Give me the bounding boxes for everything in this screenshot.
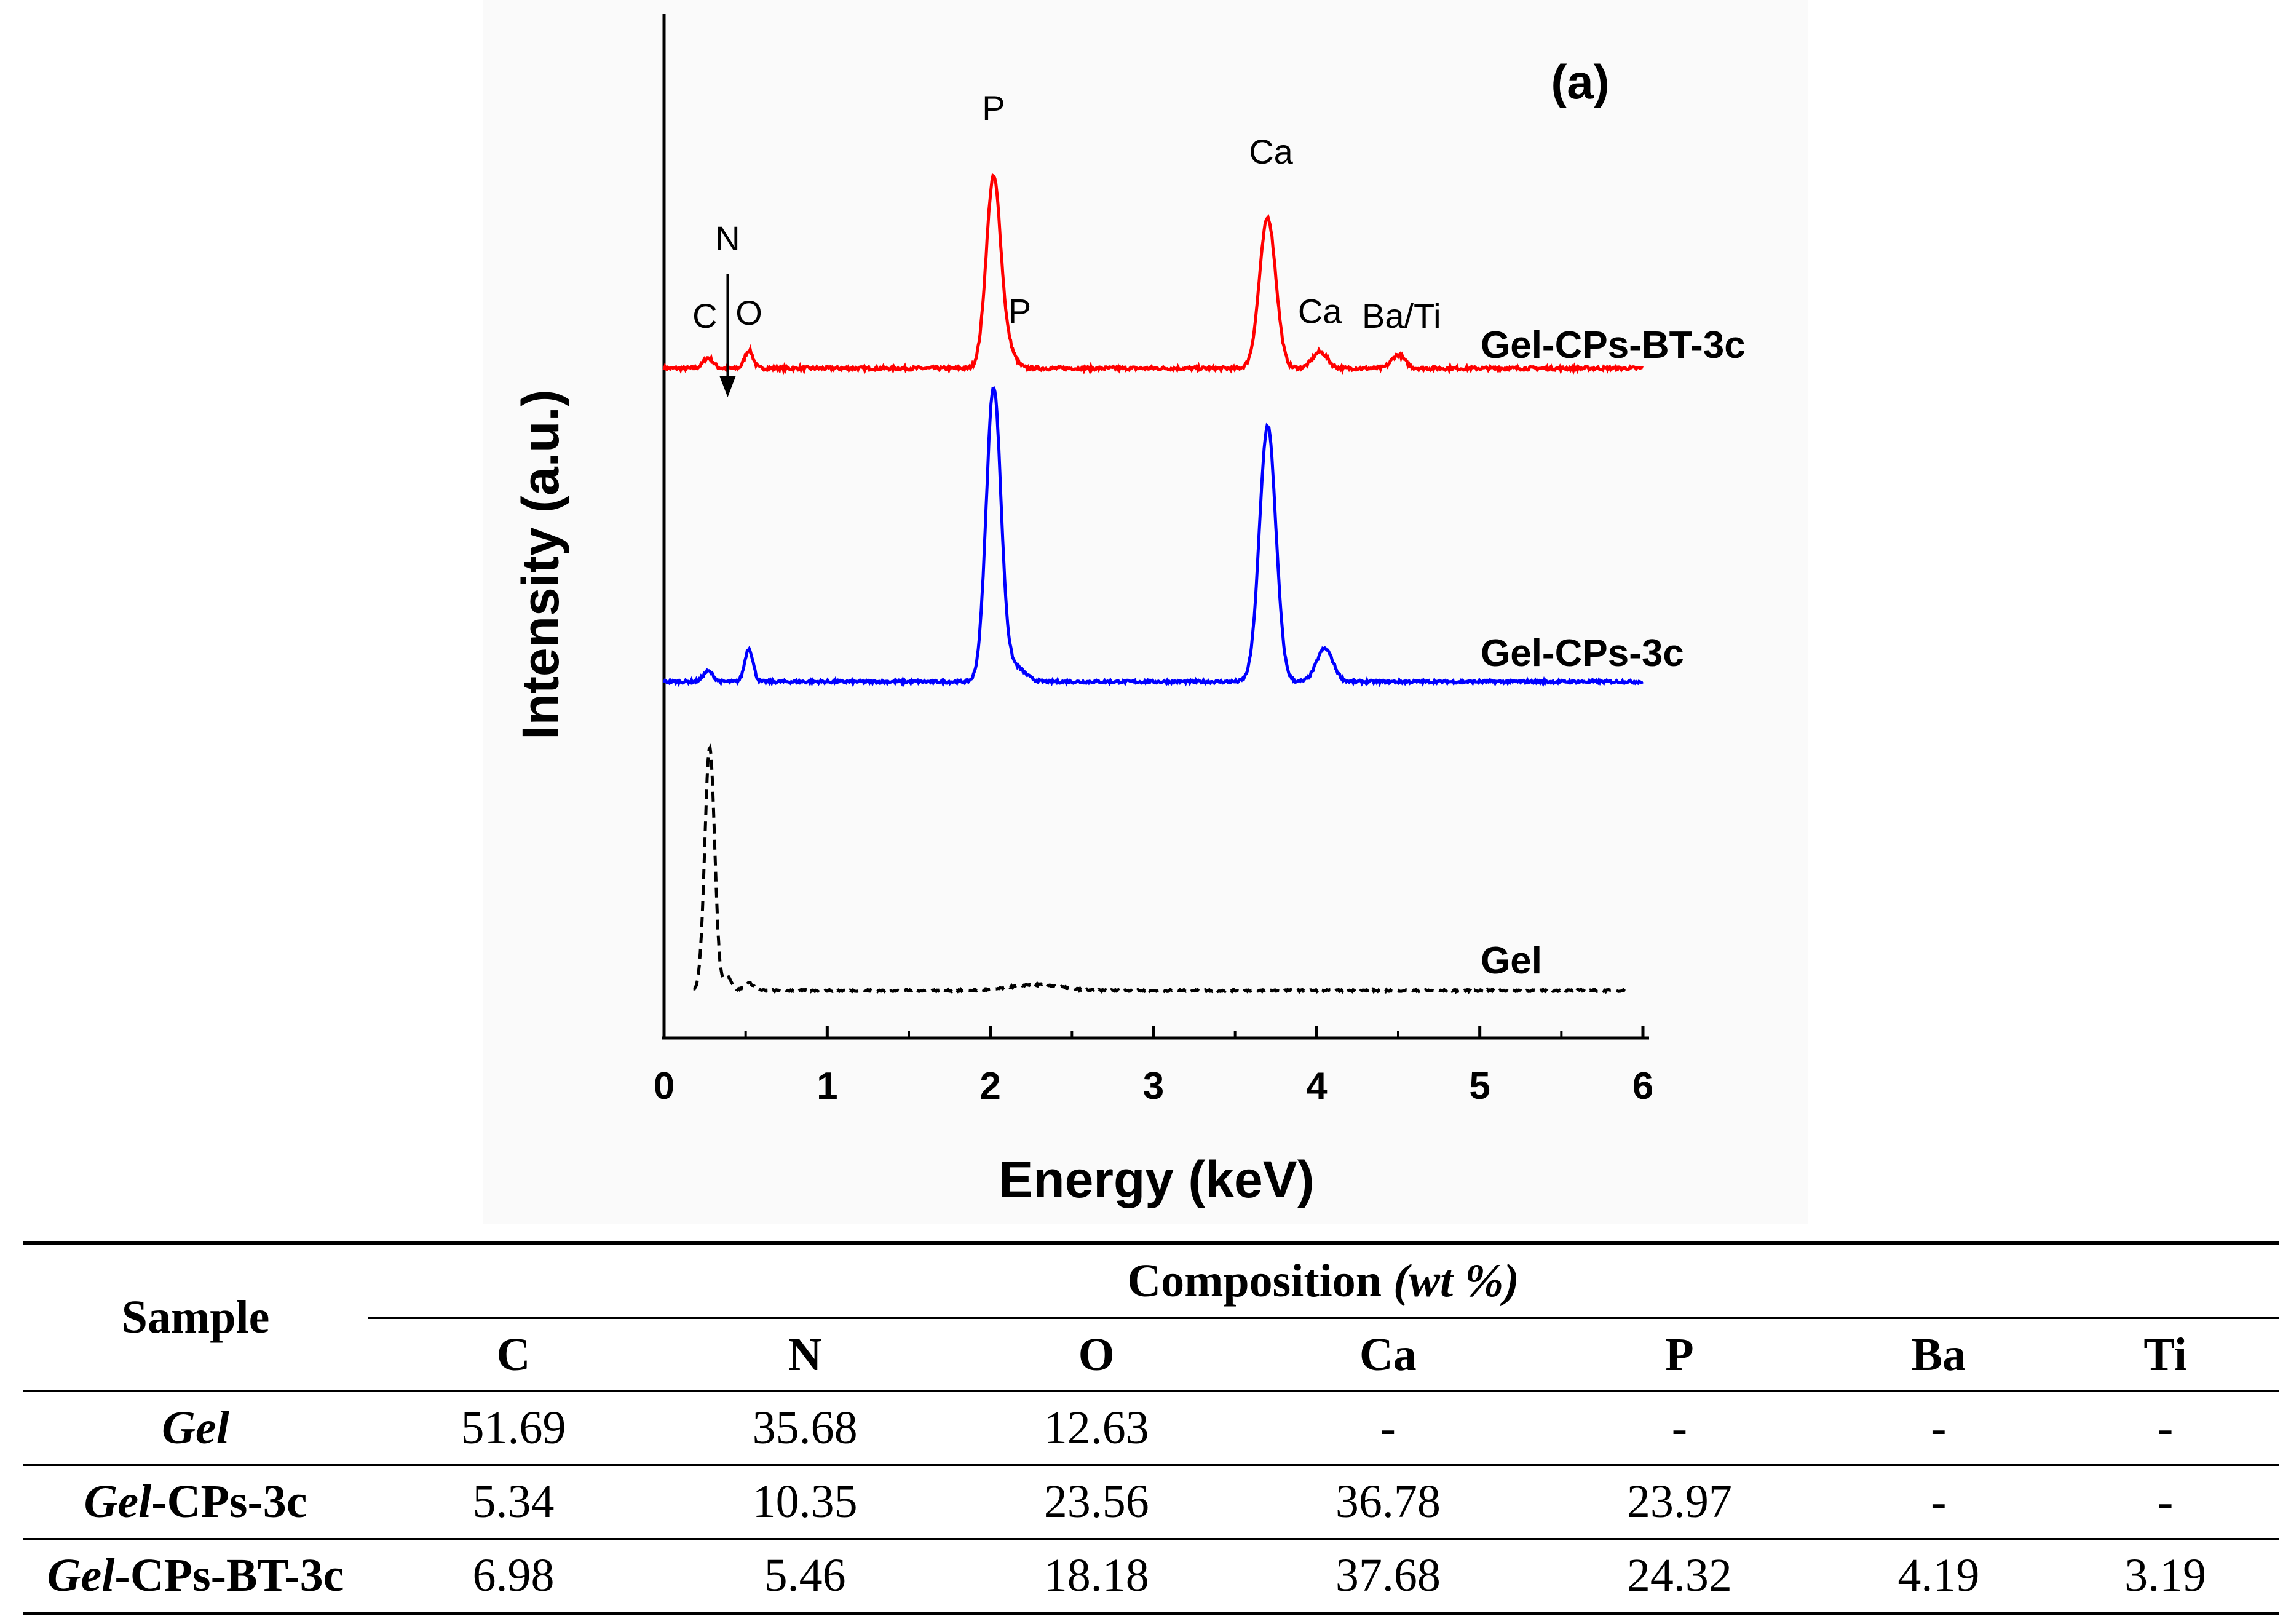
- value-cell: 36.78: [1242, 1465, 1534, 1540]
- value-cell: -: [1242, 1391, 1534, 1466]
- series-label-gel: Gel: [1481, 940, 1542, 982]
- table-row: Gel-CPs-BT-3c 6.98 5.46 18.18 37.68 24.3…: [23, 1539, 2279, 1615]
- sample-column-header: Sample: [23, 1241, 368, 1392]
- value-cell: 12.63: [951, 1391, 1243, 1466]
- peak-label: Ca: [1249, 132, 1293, 171]
- x-tick-label: 2: [979, 1065, 1000, 1107]
- sample-name-cell: Gel-CPs-3c: [23, 1465, 368, 1540]
- peak-label: Ca: [1298, 292, 1342, 331]
- composition-header: Composition (wt %): [368, 1241, 2279, 1318]
- x-tick-label: 5: [1469, 1065, 1490, 1107]
- arrow-head: [719, 376, 736, 397]
- sample-name-italic: Gel: [84, 1476, 152, 1527]
- value-cell: -: [1825, 1465, 2052, 1540]
- value-cell: 10.35: [659, 1465, 951, 1540]
- peak-label: Ba/Ti: [1362, 296, 1441, 335]
- peak-label: O: [735, 293, 762, 332]
- x-axis-title: Energy (keV): [999, 1151, 1315, 1208]
- value-cell: 51.69: [368, 1391, 660, 1466]
- series-lines: [662, 173, 1644, 995]
- x-axis-tick-labels: 0 1 2 3 4 5 6: [654, 1065, 1653, 1107]
- composition-table: Sample Composition (wt %) C N O Ca P Ba …: [23, 1241, 2279, 1615]
- y-axis-title: Intensity (a.u.): [512, 389, 569, 739]
- composition-table-container: Sample Composition (wt %) C N O Ca P Ba …: [23, 1241, 2279, 1615]
- value-cell: 37.68: [1242, 1539, 1534, 1615]
- peak-label: P: [982, 89, 1005, 127]
- element-header-p: P: [1533, 1317, 1826, 1392]
- panel-label: (a): [1551, 55, 1609, 109]
- composition-header-text: Composition (wt %): [1127, 1255, 1519, 1307]
- value-cell: 4.19: [1825, 1539, 2052, 1615]
- x-tick-label: 4: [1306, 1065, 1328, 1107]
- value-cell: -: [2052, 1391, 2279, 1466]
- value-cell: 5.34: [368, 1465, 660, 1540]
- chart-background: [483, 0, 1808, 1224]
- x-axis-ticks: [662, 1026, 1645, 1038]
- sample-name-italic: Gel: [162, 1402, 229, 1454]
- sample-name-cell: Gel-CPs-BT-3c: [23, 1539, 368, 1615]
- value-cell: 23.56: [951, 1465, 1243, 1540]
- value-cell: 3.19: [2052, 1539, 2279, 1615]
- x-tick-label: 6: [1632, 1065, 1653, 1107]
- value-cell: 6.98: [368, 1539, 660, 1615]
- peak-label: P: [1008, 292, 1031, 331]
- value-cell: 5.46: [659, 1539, 951, 1615]
- series-line-gel: [693, 743, 1627, 995]
- value-cell: -: [1825, 1391, 2052, 1466]
- series-line-gel-cps-3c: [662, 386, 1644, 687]
- value-cell: 24.32: [1533, 1539, 1826, 1615]
- series-label-gel-cps-bt-3c: Gel-CPs-BT-3c: [1481, 324, 1746, 366]
- nitrogen-label: N: [715, 219, 740, 258]
- value-cell: 35.68: [659, 1391, 951, 1466]
- value-cell: -: [1533, 1391, 1826, 1466]
- value-cell: -: [2052, 1465, 2279, 1540]
- element-header-n: N: [659, 1317, 951, 1392]
- x-tick-label: 1: [817, 1065, 837, 1107]
- composition-header-italic: (wt %): [1393, 1254, 1519, 1307]
- x-tick-label: 0: [654, 1065, 675, 1107]
- series-line-gel-cps-bt-3c: [662, 173, 1644, 376]
- value-cell: 18.18: [951, 1539, 1243, 1615]
- x-tick-label: 3: [1143, 1065, 1164, 1107]
- peak-label: C: [692, 296, 717, 335]
- table-row: Gel 51.69 35.68 12.63 - - - -: [23, 1391, 2279, 1466]
- element-header-ba: Ba: [1825, 1317, 2052, 1392]
- composition-header-bold: Composition: [1127, 1254, 1394, 1307]
- table-row: Gel-CPs-3c 5.34 10.35 23.56 36.78 23.97 …: [23, 1465, 2279, 1540]
- sample-name-rest: -CPs-BT-3c: [114, 1550, 344, 1601]
- peak-labels: C O P P Ca Ca Ba/Ti: [692, 89, 1441, 335]
- sample-name-rest: -CPs-3c: [151, 1476, 307, 1527]
- element-header-ti: Ti: [2052, 1317, 2279, 1392]
- series-label-gel-cps-3c: Gel-CPs-3c: [1481, 632, 1684, 675]
- sample-name-italic: Gel: [47, 1550, 115, 1601]
- element-header-ca: Ca: [1242, 1317, 1534, 1392]
- element-header-c: C: [368, 1317, 660, 1392]
- value-cell: 23.97: [1533, 1465, 1826, 1540]
- sample-name-cell: Gel: [23, 1391, 368, 1466]
- nitrogen-arrow-annotation: N: [715, 219, 740, 397]
- element-header-o: O: [951, 1317, 1243, 1392]
